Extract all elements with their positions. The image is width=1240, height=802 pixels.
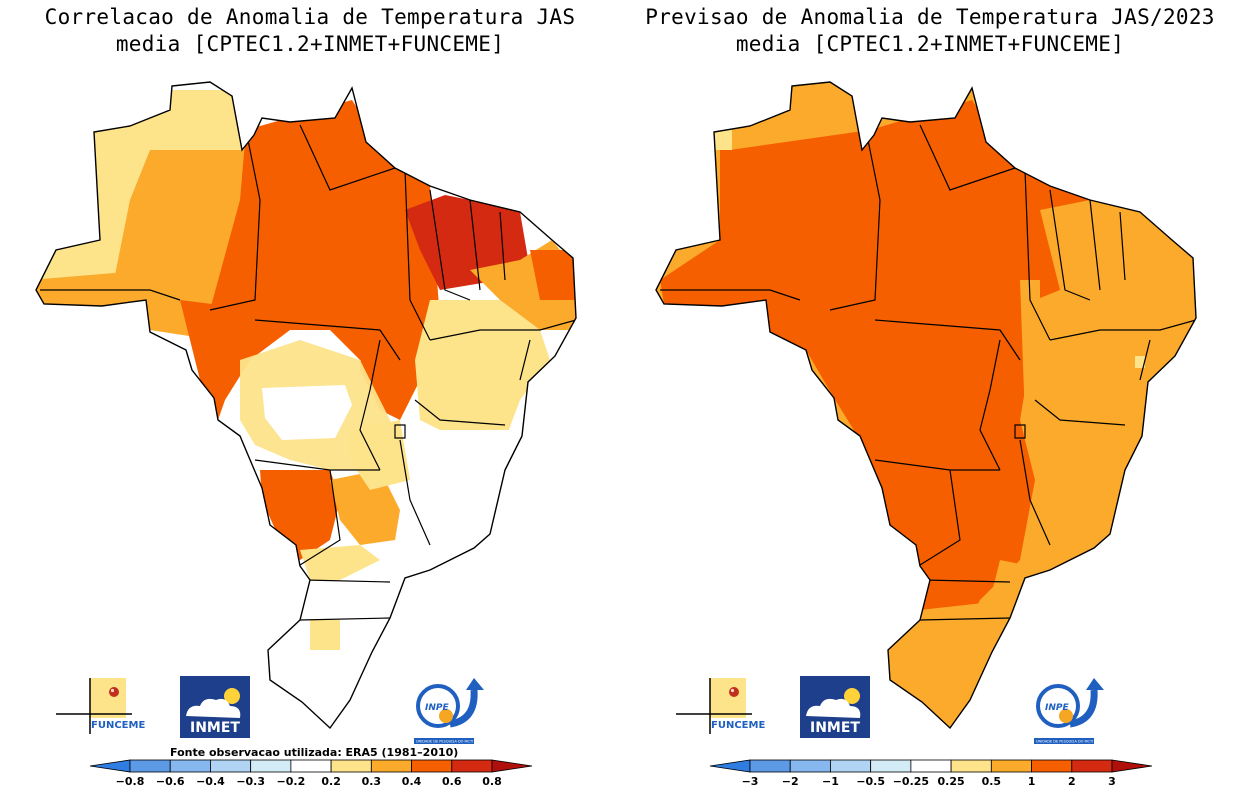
colorbar-upper-extend xyxy=(1111,759,1153,773)
correlation-title-line1: Correlacao de Anomalia de Temperatura JA… xyxy=(44,5,576,29)
colorbar-tick-label: −0.8 xyxy=(116,775,145,788)
funceme-logo: FUNCEME xyxy=(676,678,765,734)
colorbar-tick-label: 0.5 xyxy=(982,775,1002,788)
colorbar-tick-label: 0.3 xyxy=(362,775,382,788)
inmet-logo: INMET xyxy=(800,676,870,738)
colorbar-lower-extend xyxy=(89,759,131,773)
forecast-map xyxy=(655,81,1197,729)
inpe-logo-subtext: UNIDADE DE PESQUISA DO MCTI xyxy=(1036,740,1093,744)
inmet-logo-text: INMET xyxy=(810,720,860,736)
correlation-colorbar-labels: −0.8 −0.6 −0.4 −0.3 −0.2 0.2 0.3 0.4 0.6 0.8 xyxy=(116,775,502,788)
inpe-logo: INPE UNIDADE DE PESQUISA DO MCTI xyxy=(414,678,484,744)
colorbar-tick-label: 0.2 xyxy=(321,775,341,788)
inpe-logo: INPE UNIDADE DE PESQUISA DO MCTI xyxy=(1034,678,1104,744)
colorbar-box xyxy=(451,759,493,773)
colorbar-tick-label: 2 xyxy=(1068,775,1076,788)
colorbar-tick-label: 0.6 xyxy=(442,775,462,788)
colorbar-box xyxy=(330,759,372,773)
correlation-shading xyxy=(36,90,576,650)
forecast-map-title: Previsao de Anomalia de Temperatura JAS/… xyxy=(620,4,1240,58)
forecast-state-borders xyxy=(660,124,1196,621)
colorbar-tick-label: −0.3 xyxy=(236,775,265,788)
correlation-colorbar-boxes xyxy=(89,759,533,773)
colorbar-box xyxy=(830,759,872,773)
forecast-colorbar-boxes xyxy=(709,759,1153,773)
colorbar-box xyxy=(910,759,952,773)
forecast-map-panel: Previsao de Anomalia de Temperatura JAS/… xyxy=(620,0,1240,802)
colorbar-tick-label: −1 xyxy=(822,775,839,788)
inpe-logo-text: INPE xyxy=(1045,703,1069,713)
correlation-colorbar: −0.8 −0.6 −0.4 −0.3 −0.2 0.2 0.3 0.4 0.6 0.8 xyxy=(89,759,533,788)
funceme-logo-text: FUNCEME xyxy=(91,720,145,731)
colorbar-upper-extend xyxy=(491,759,533,773)
colorbar-box xyxy=(290,759,332,773)
colorbar-box xyxy=(870,759,912,773)
forecast-shading xyxy=(660,100,1196,728)
colorbar-tick-label: 0.4 xyxy=(402,775,422,788)
inpe-logo-text: INPE xyxy=(425,703,449,713)
inmet-logo: INMET xyxy=(180,676,250,738)
colorbar-tick-label: −0.2 xyxy=(277,775,306,788)
colorbar-tick-label: −3 xyxy=(742,775,759,788)
correlation-state-borders xyxy=(40,124,576,621)
colorbar-tick-label: −0.25 xyxy=(893,775,929,788)
correlation-map-panel: Correlacao de Anomalia de Temperatura JA… xyxy=(0,4,620,788)
funceme-logo-text: FUNCEME xyxy=(711,720,765,731)
correlation-map-title: Correlacao de Anomalia de Temperatura JA… xyxy=(0,4,620,58)
forecast-title-line1: Previsao de Anomalia de Temperatura JAS/… xyxy=(645,5,1215,29)
colorbar-tick-label: 3 xyxy=(1108,775,1116,788)
colorbar-lower-extend xyxy=(709,759,751,773)
colorbar-box xyxy=(250,759,292,773)
funceme-logo: FUNCEME xyxy=(56,678,145,734)
forecast-colorbar-labels: −3 −2 −1 −0.5 −0.25 0.25 0.5 1 2 3 xyxy=(742,775,1116,788)
colorbar-box xyxy=(129,759,171,773)
colorbar-box xyxy=(210,759,252,773)
colorbar-box xyxy=(370,759,412,773)
inpe-logo-subtext: UNIDADE DE PESQUISA DO MCTI xyxy=(416,740,473,744)
colorbar-tick-label: −0.6 xyxy=(156,775,185,788)
colorbar-tick-label: 0.25 xyxy=(938,775,965,788)
colorbar-box xyxy=(789,759,831,773)
correlation-title-line2: media [CPTEC1.2+INMET+FUNCEME] xyxy=(115,32,505,56)
forecast-colorbar: −3 −2 −1 −0.5 −0.25 0.25 0.5 1 2 3 xyxy=(709,759,1153,788)
observation-source-note: Fonte observacao utilizada: ERA5 (1981–2… xyxy=(170,746,459,759)
colorbar-box xyxy=(169,759,211,773)
colorbar-box xyxy=(1071,759,1113,773)
colorbar-tick-label: −0.4 xyxy=(196,775,225,788)
colorbar-tick-label: −0.5 xyxy=(856,775,885,788)
colorbar-box xyxy=(1031,759,1073,773)
colorbar-box xyxy=(990,759,1032,773)
colorbar-box xyxy=(411,759,453,773)
colorbar-box xyxy=(749,759,791,773)
correlation-map xyxy=(35,81,577,729)
colorbar-tick-label: 0.8 xyxy=(482,775,502,788)
forecast-title-line2: media [CPTEC1.2+INMET+FUNCEME] xyxy=(735,32,1125,56)
colorbar-tick-label: −2 xyxy=(782,775,799,788)
inmet-logo-text: INMET xyxy=(190,720,240,736)
colorbar-tick-label: 1 xyxy=(1028,775,1036,788)
colorbar-box xyxy=(950,759,992,773)
